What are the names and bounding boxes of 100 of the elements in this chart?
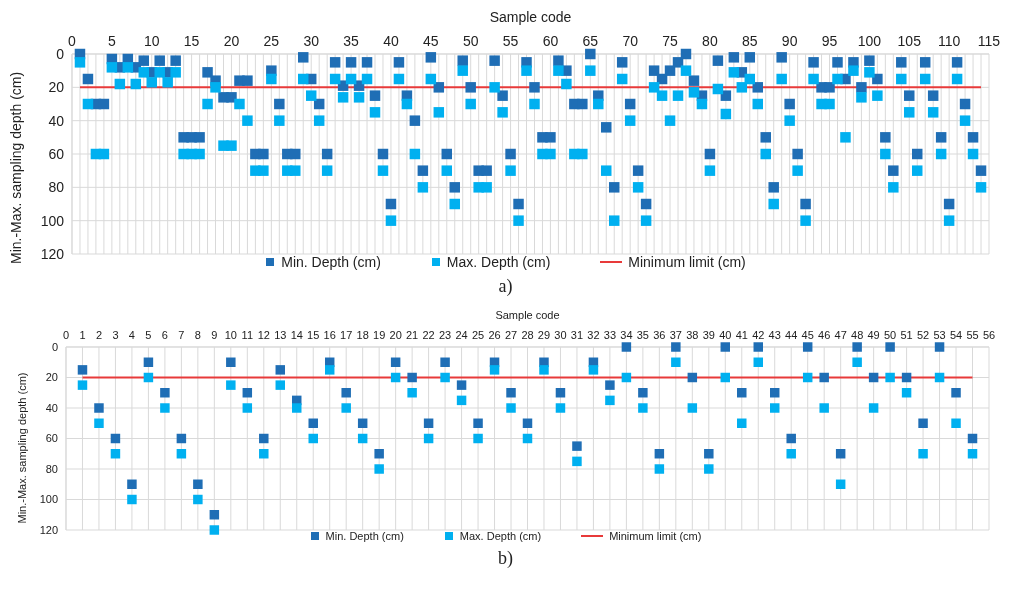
point — [638, 403, 648, 413]
point — [456, 395, 467, 406]
x-tick-label: 10 — [224, 329, 237, 341]
point — [605, 395, 615, 406]
x-tick-label: 34 — [620, 329, 633, 341]
x-tick-label: 35 — [636, 329, 649, 341]
point — [885, 372, 895, 383]
x-tick-label: 3 — [112, 329, 119, 341]
x-tick-label: 6 — [161, 329, 168, 341]
x-tick-label: 14 — [290, 329, 303, 341]
y-tick-label: 120 — [39, 523, 58, 536]
x-tick-label: 36 — [653, 329, 666, 341]
point — [918, 418, 928, 428]
x-tick-label: 27 — [504, 329, 518, 341]
point — [275, 380, 286, 390]
point — [868, 372, 879, 383]
x-tick-label: 54 — [949, 329, 963, 341]
point — [671, 342, 681, 352]
point — [308, 418, 318, 428]
y-axis-title: Min.-Max. sampling depth (cm) — [7, 71, 24, 264]
point — [110, 449, 121, 459]
x-tick-label: 39 — [702, 329, 715, 341]
point — [572, 456, 582, 467]
point — [226, 357, 236, 367]
point — [423, 433, 434, 444]
point — [176, 433, 187, 444]
point — [918, 449, 928, 459]
point — [654, 464, 665, 474]
y-tick-label: 0 — [56, 45, 65, 62]
point — [769, 388, 780, 398]
point — [654, 449, 665, 459]
x-tick-label: 2 — [95, 329, 103, 341]
point — [357, 418, 368, 428]
x-tick-label: 60 — [542, 33, 559, 49]
text: a) — [497, 276, 514, 297]
point — [588, 365, 599, 375]
point — [819, 403, 829, 413]
x-tick-label: 49 — [867, 329, 880, 341]
x-tick-label: 15 — [307, 329, 320, 341]
point — [127, 479, 137, 489]
y-tick-label: 80 — [45, 462, 58, 475]
x-tick-label: 65 — [582, 33, 599, 49]
point — [176, 449, 187, 459]
point — [967, 449, 978, 459]
point — [357, 433, 368, 444]
point — [324, 365, 335, 375]
x-tick-label: 30 — [554, 329, 567, 341]
x-tick-label: 51 — [900, 329, 913, 341]
point — [572, 441, 582, 451]
x-tick-label: 38 — [686, 329, 699, 341]
point — [292, 403, 302, 413]
x-tick-label: 1 — [79, 329, 86, 341]
x-tick-label: 30 — [303, 33, 320, 49]
point — [522, 433, 533, 444]
point — [835, 479, 846, 489]
point — [753, 342, 763, 352]
point — [539, 365, 549, 375]
x-tick-label: 41 — [735, 329, 748, 341]
x-tick-label: 16 — [323, 329, 336, 341]
x-tick-label: 115 — [977, 33, 1001, 49]
x-tick-label: 12 — [257, 329, 270, 341]
point — [835, 449, 846, 459]
x-tick-label: 44 — [785, 329, 798, 341]
x-tick-label: 42 — [752, 329, 765, 341]
point — [605, 380, 615, 390]
x-tick-label: 100 — [857, 33, 882, 49]
x-tick-label: 80 — [702, 33, 718, 49]
x-tick-label: 7 — [178, 329, 185, 341]
point — [868, 403, 879, 413]
point — [753, 357, 763, 367]
x-axis-title: Sample code — [495, 308, 560, 321]
point — [259, 433, 269, 444]
point — [242, 403, 253, 413]
x-tick-label: 26 — [488, 329, 501, 341]
x-tick-label: 32 — [587, 329, 600, 341]
x-tick-label: 5 — [145, 329, 152, 341]
x-tick-label: 20 — [389, 329, 402, 341]
y-tick-label: 120 — [40, 245, 65, 262]
legend-label: Max. Depth (cm) — [459, 530, 542, 542]
point — [704, 464, 714, 474]
x-tick-label: 55 — [966, 329, 979, 341]
point — [341, 403, 351, 413]
y-tick-label: 100 — [40, 212, 65, 229]
legend-label: Minimum limit (cm) — [609, 530, 702, 542]
x-tick-label: 40 — [383, 33, 399, 49]
point — [802, 342, 813, 352]
x-tick-label: 37 — [669, 329, 682, 341]
x-tick-label: 45 — [801, 329, 814, 341]
point — [737, 388, 747, 398]
y-tick-label: 40 — [45, 401, 58, 414]
point — [687, 372, 698, 383]
x-tick-label: 11 — [241, 329, 254, 341]
x-tick-label: 29 — [537, 329, 551, 341]
point — [489, 365, 500, 375]
point — [522, 418, 533, 428]
point — [802, 372, 813, 383]
point — [687, 403, 698, 413]
x-tick-label: 53 — [933, 329, 946, 341]
text: b) — [497, 548, 514, 569]
point — [390, 372, 401, 383]
